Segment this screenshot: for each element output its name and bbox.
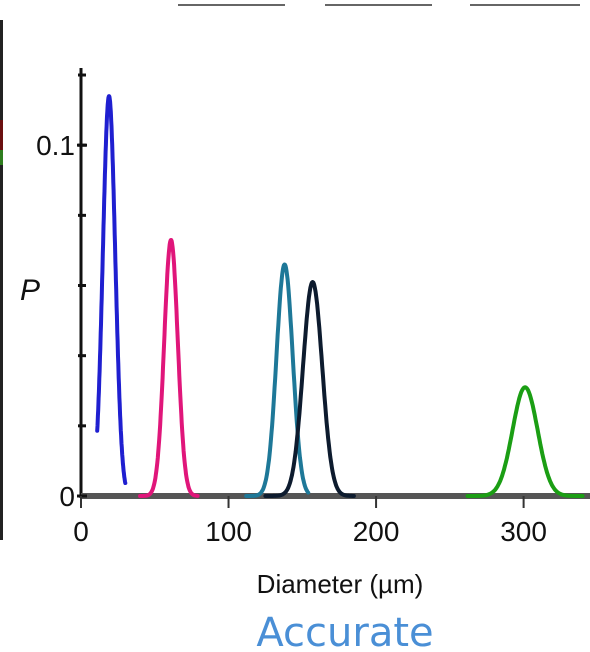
series-line-1 — [95, 94, 128, 485]
x-tick-label: 0 — [73, 516, 89, 547]
plot-area: 0 0.1 0 100 200 300 — [36, 68, 590, 547]
left-edge-strip — [0, 20, 3, 540]
series-line-4 — [263, 280, 356, 498]
x-tick-label: 100 — [205, 516, 252, 547]
series-line-5 — [465, 385, 585, 498]
series-layer — [95, 94, 585, 498]
y-axis-label: P — [20, 274, 40, 307]
y-tick-label: 0 — [59, 481, 75, 512]
x-tick-label: 200 — [353, 516, 400, 547]
x-axis-title: Diameter (µm) — [257, 569, 424, 599]
y-tick-label: 0.1 — [36, 130, 75, 161]
x-tick-label: 300 — [500, 516, 547, 547]
caption-text: Accurate — [256, 610, 433, 652]
series-line-2 — [138, 238, 200, 498]
series-line-3 — [244, 262, 311, 498]
